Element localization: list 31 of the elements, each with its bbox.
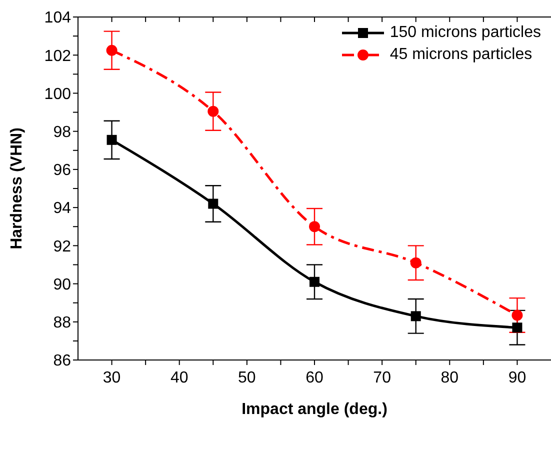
- point: [106, 44, 118, 56]
- y-tick-label: 90: [53, 276, 72, 294]
- x-tick-label: 70: [373, 369, 392, 386]
- x-tick-label: 80: [440, 369, 459, 386]
- x-tick-label: 60: [306, 369, 324, 386]
- point: [208, 106, 219, 117]
- x-tick-label: 30: [102, 369, 121, 386]
- y-tick-label: 98: [53, 124, 72, 142]
- x-tick-label: 40: [170, 369, 188, 386]
- x-tick-label: 90: [508, 369, 526, 386]
- point: [106, 134, 117, 145]
- y-tick-label: 86: [53, 352, 72, 370]
- y-tick-label: 96: [53, 162, 72, 180]
- y-tick-label: 92: [53, 238, 72, 256]
- point: [309, 221, 320, 232]
- point: [512, 310, 523, 321]
- x-tick-label: 50: [238, 369, 256, 386]
- y-tick-label: 94: [53, 200, 72, 218]
- y-tick-label: 88: [53, 314, 72, 332]
- y-tick-label: 102: [44, 48, 72, 65]
- point: [410, 257, 422, 268]
- point: [410, 311, 421, 322]
- legend-label: 45 microns particles: [390, 45, 532, 65]
- point: [208, 198, 218, 209]
- y-tick-label: 104: [44, 10, 72, 27]
- x-axis-title: Impact angle (deg.): [242, 401, 388, 418]
- point: [310, 276, 320, 287]
- y-axis-title: Hardness (VHN): [8, 128, 26, 250]
- y-tick-label: 100: [44, 86, 72, 103]
- point: [512, 322, 522, 333]
- legend-label: 150 microns particles: [390, 23, 541, 43]
